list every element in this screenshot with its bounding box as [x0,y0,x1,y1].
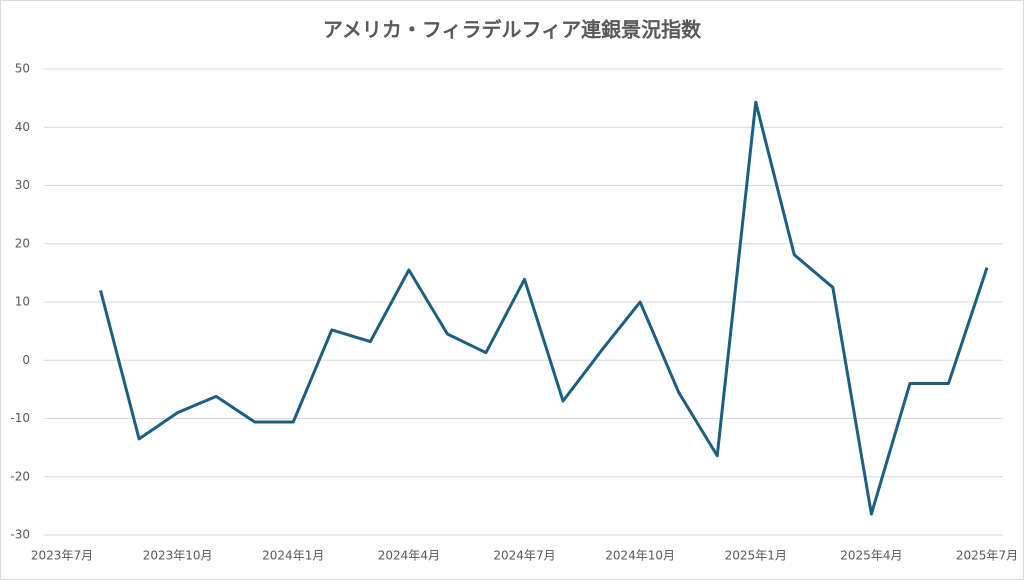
y-tick-label: -10 [10,411,30,425]
x-tick-label: 2025年4月 [840,549,902,563]
chart-title: アメリカ・フィラデルフィア連銀景況指数 [323,18,702,42]
x-tick-label: 2025年1月 [725,549,787,563]
x-tick-label: 2024年4月 [378,549,440,563]
x-tick-label: 2023年10月 [143,549,213,563]
x-tick-label: 2025年7月 [956,549,1018,563]
data-line [99,100,989,516]
y-tick-label: 20 [15,236,30,250]
y-tick-label: 10 [15,295,30,309]
y-tick-label: 50 [15,62,30,76]
y-tick-label: -20 [10,469,30,483]
x-tick-label: 2024年1月 [262,549,324,563]
y-tick-label: 30 [15,178,30,192]
x-tick-label: 2023年7月 [31,549,93,563]
y-tick-label: 0 [22,353,30,367]
y-tick-label: 40 [15,120,30,134]
x-tick-label: 2024年10月 [605,549,675,563]
y-tick-label: -30 [10,528,30,542]
x-tick-label: 2024年7月 [493,549,555,563]
